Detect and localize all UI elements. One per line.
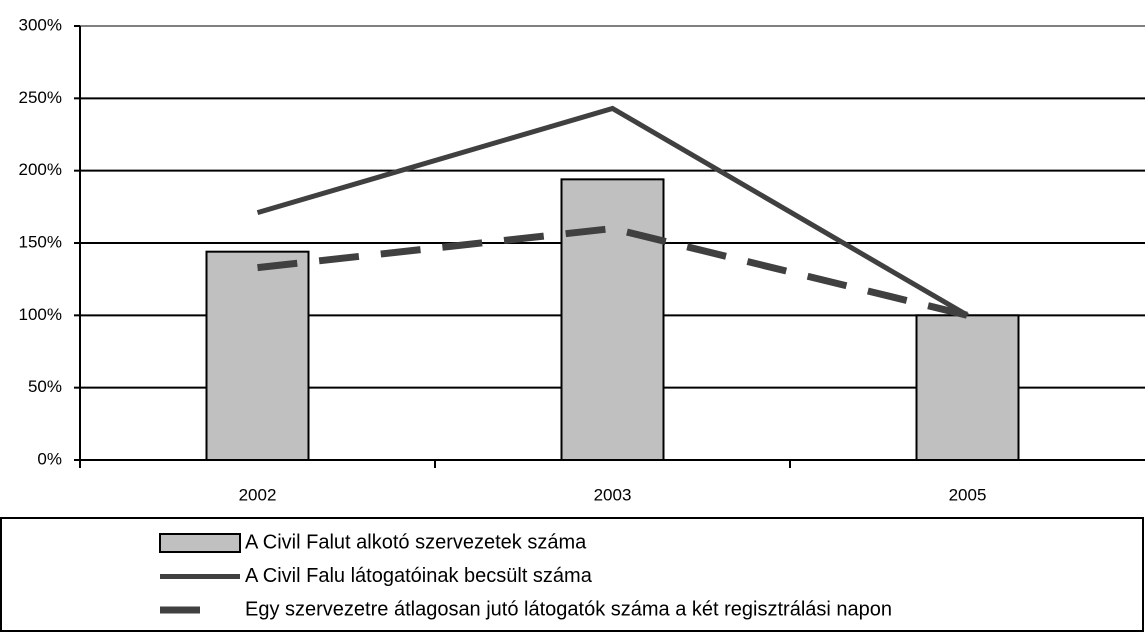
y-tick-label: 300%: [19, 15, 62, 34]
x-tick-label: 2002: [239, 485, 277, 504]
legend-label: Egy szervezetre átlagosan jutó látogatók…: [245, 598, 892, 620]
y-tick-label: 100%: [19, 305, 62, 324]
legend-label: A Civil Falu látogatóinak becsült száma: [245, 565, 593, 587]
x-tick-label: 2005: [949, 485, 987, 504]
legend-box: [0, 517, 1144, 632]
y-tick-label: 150%: [19, 232, 62, 251]
line: [256, 105, 969, 318]
y-tick-label: 200%: [19, 160, 62, 179]
legend-swatch: [159, 533, 241, 553]
x-tick-label: 2003: [594, 485, 632, 504]
y-tick-label: 0%: [37, 449, 62, 468]
bar: [560, 178, 665, 461]
legend-label: A Civil Falut alkotó szervezetek száma: [245, 531, 587, 553]
y-tick-label: 50%: [28, 377, 62, 396]
bar: [205, 250, 310, 461]
y-tick-label: 250%: [19, 88, 62, 107]
bar: [915, 314, 1020, 462]
